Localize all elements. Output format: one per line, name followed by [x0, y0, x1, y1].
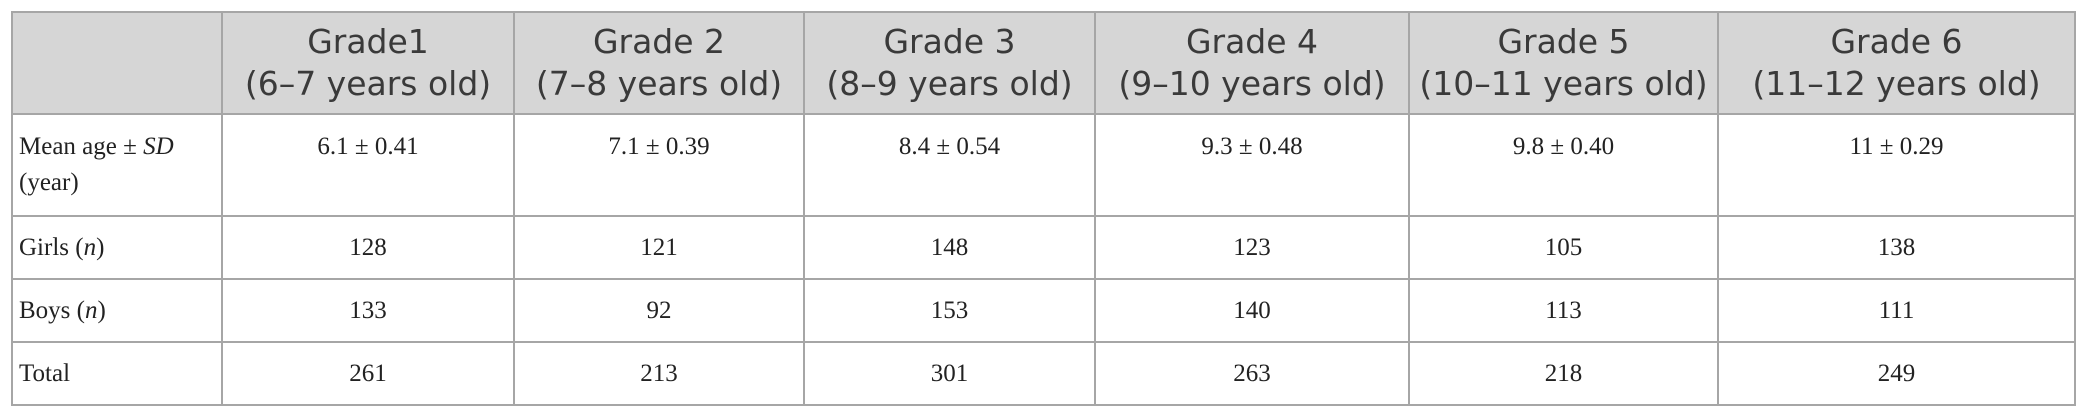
header-cell: Grade 6 (11–12 years old)	[1717, 11, 2076, 115]
label-part: )	[97, 296, 106, 324]
row-label: Boys (n)	[11, 278, 223, 343]
label-part: )	[96, 233, 105, 261]
grade-label: Grade 4	[1185, 22, 1319, 61]
value-cell: 8.4 ± 0.54	[803, 113, 1096, 217]
table-row: Girls (n) 128 121 148 123 105 138	[11, 215, 2076, 280]
value-cell: 263	[1094, 341, 1410, 406]
row-label: Total	[11, 341, 223, 406]
value-cell: 121	[513, 215, 805, 280]
value-cell: 113	[1408, 278, 1719, 343]
label-part: Boys (	[19, 296, 85, 324]
header-row: Grade1 (6–7 years old) Grade 2 (7–8 years o…	[11, 11, 2076, 115]
grade-label: Grade 5	[1497, 22, 1630, 61]
label-part: Total	[19, 359, 71, 387]
value-cell: 261	[221, 341, 515, 406]
header-cell: Grade 3 (8–9 years old)	[803, 11, 1096, 115]
value-cell: 133	[221, 278, 515, 343]
data-table: Grade1 (6–7 years old) Grade 2 (7–8 years o…	[11, 11, 2076, 406]
value-cell: 111	[1717, 278, 2076, 343]
value-cell: 128	[221, 215, 515, 280]
value-cell: 105	[1408, 215, 1719, 280]
value-cell: 249	[1717, 341, 2076, 406]
value-cell: 213	[513, 341, 805, 406]
table-row: Total 261 213 301 263 218 249	[11, 341, 2076, 406]
value-cell: 11 ± 0.29	[1717, 113, 2076, 217]
value-cell: 148	[803, 215, 1096, 280]
value-cell: 9.3 ± 0.48	[1094, 113, 1410, 217]
header-cell: Grade 2 (7–8 years old)	[513, 11, 805, 115]
row-label: Girls (n)	[11, 215, 223, 280]
age-range: (6–7 years old)	[244, 64, 492, 103]
value-cell: 140	[1094, 278, 1410, 343]
header-cell: Grade 5 (10–11 years old)	[1408, 11, 1719, 115]
value-cell: 138	[1717, 215, 2076, 280]
header-cell: Grade1 (6–7 years old)	[221, 11, 515, 115]
age-range: (9–10 years old)	[1118, 64, 1386, 103]
grade-label: Grade 6	[1830, 22, 1963, 61]
row-label: Mean age ± SD (year)	[11, 113, 223, 217]
label-part: Mean age ±	[19, 133, 144, 160]
grade-label: Grade 2	[592, 22, 726, 61]
age-range: (10–11 years old)	[1419, 64, 1708, 103]
corner-cell	[11, 11, 223, 115]
header-cell: Grade 4 (9–10 years old)	[1094, 11, 1410, 115]
value-cell: 6.1 ± 0.41	[221, 113, 515, 217]
table-row: Mean age ± SD (year) 6.1 ± 0.41 7.1 ± 0.39…	[11, 113, 2076, 217]
age-range: (11–12 years old)	[1752, 64, 2041, 103]
label-part: n	[84, 296, 98, 324]
value-cell: 153	[803, 278, 1096, 343]
label-part: SD	[143, 133, 174, 160]
age-range: (7–8 years old)	[535, 64, 783, 103]
label-part: Girls (	[19, 233, 84, 261]
value-cell: 7.1 ± 0.39	[513, 113, 805, 217]
grade-label: Grade1	[307, 22, 429, 61]
value-cell: 92	[513, 278, 805, 343]
value-cell: 218	[1408, 341, 1719, 406]
table-body: Mean age ± SD (year) 6.1 ± 0.41 7.1 ± 0.39…	[11, 113, 2076, 406]
grade-label: Grade 3	[883, 22, 1016, 61]
value-cell: 301	[803, 341, 1096, 406]
value-cell: 123	[1094, 215, 1410, 280]
age-range: (8–9 years old)	[826, 64, 1073, 103]
label-part: (year)	[19, 169, 79, 196]
value-cell: 9.8 ± 0.40	[1408, 113, 1719, 217]
label-part: n	[83, 233, 97, 261]
table-row: Boys (n) 133 92 153 140 113 111	[11, 278, 2076, 343]
